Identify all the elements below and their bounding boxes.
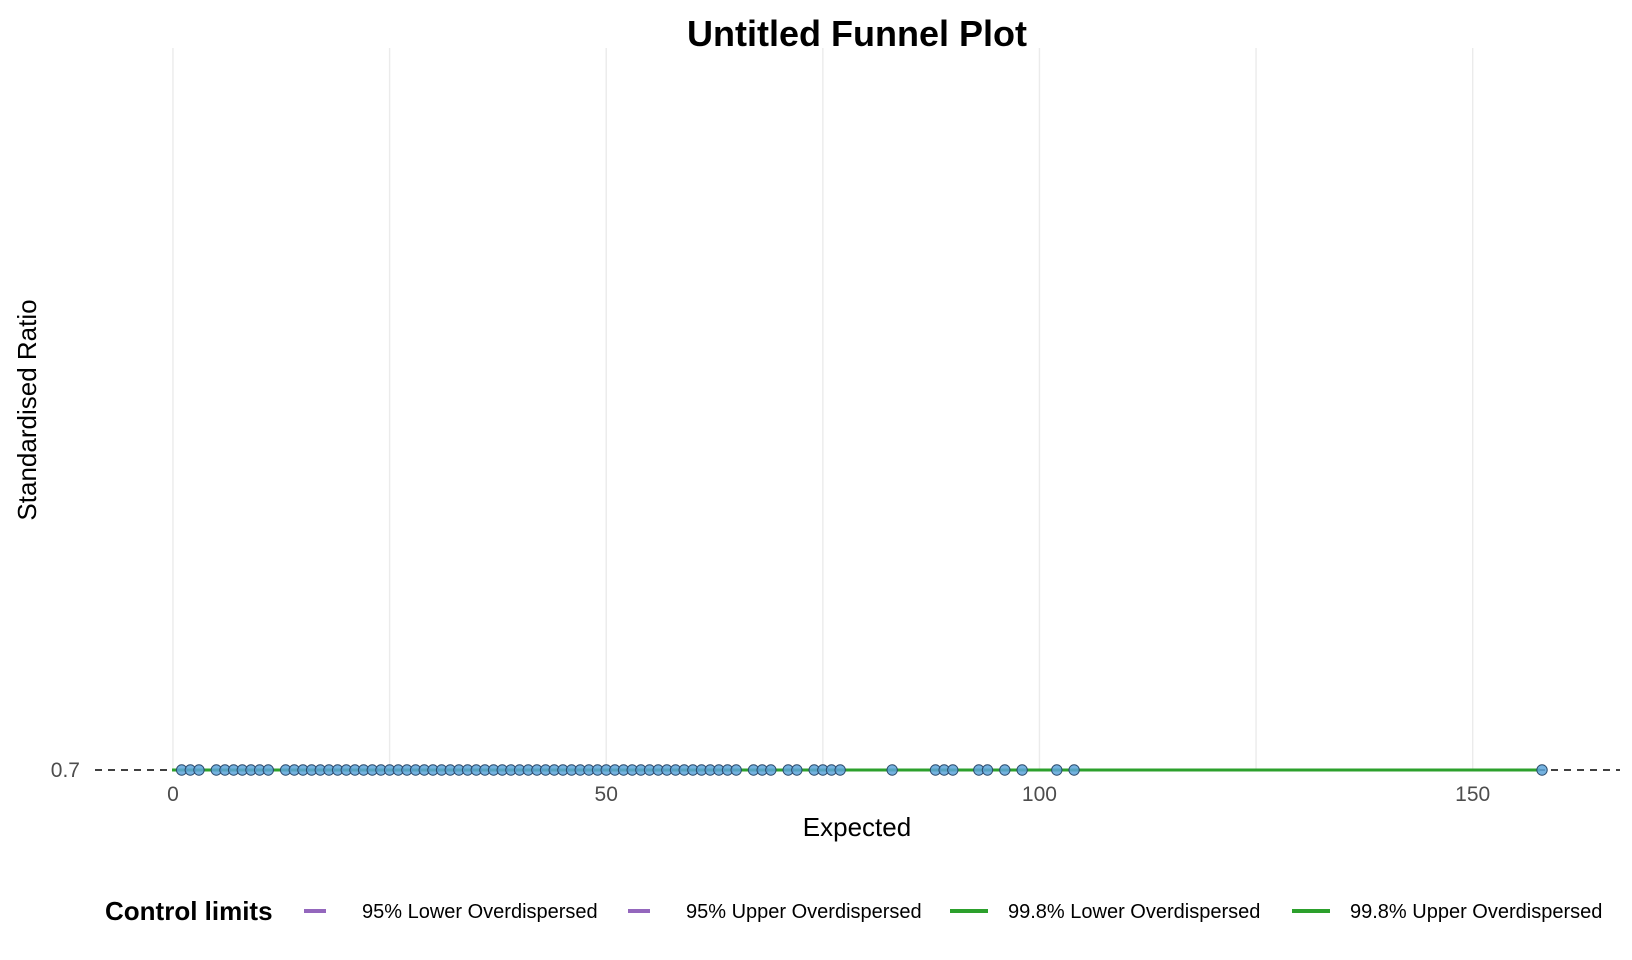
- legend-label-1: 95% Upper Overdispersed: [686, 901, 922, 923]
- legend-label-3: 99.8% Upper Overdispersed: [1350, 901, 1602, 923]
- data-point-81: [1068, 764, 1080, 776]
- x-gridlines: [172, 48, 1474, 770]
- x-tick-100: 100: [1022, 783, 1057, 806]
- data-point-67: [791, 764, 803, 776]
- data-point-62: [730, 764, 742, 776]
- y-tick-labels: 0.7: [51, 759, 80, 782]
- legend: Control limits 95% Lower Overdispersed 95…: [105, 896, 1602, 926]
- data-point-82: [1536, 764, 1548, 776]
- data-point-71: [834, 764, 846, 776]
- data-point-77: [981, 764, 994, 776]
- data-point-80: [1051, 764, 1063, 776]
- data-point-9: [262, 764, 274, 776]
- x-tick-labels: 0 50 100 150: [167, 783, 1490, 806]
- legend-label-0: 95% Lower Overdispersed: [362, 901, 598, 923]
- x-axis-title: Expected: [803, 812, 911, 842]
- data-point-75: [947, 764, 959, 776]
- data-point-79: [1016, 764, 1028, 776]
- data-point-72: [886, 764, 898, 776]
- data-point-78: [999, 764, 1011, 776]
- chart-title: Untitled Funnel Plot: [687, 13, 1027, 54]
- legend-label-2: 99.8% Lower Overdispersed: [1008, 901, 1260, 923]
- data-points: [175, 764, 1548, 776]
- x-tick-150: 150: [1455, 783, 1490, 806]
- data-point-65: [765, 764, 777, 776]
- x-tick-0: 0: [167, 783, 179, 806]
- legend-title: Control limits: [105, 896, 273, 926]
- x-tick-50: 50: [595, 783, 618, 806]
- data-point-2: [193, 764, 205, 776]
- y-tick-0-7: 0.7: [51, 759, 80, 782]
- y-axis-title: Standardised Ratio: [12, 299, 42, 520]
